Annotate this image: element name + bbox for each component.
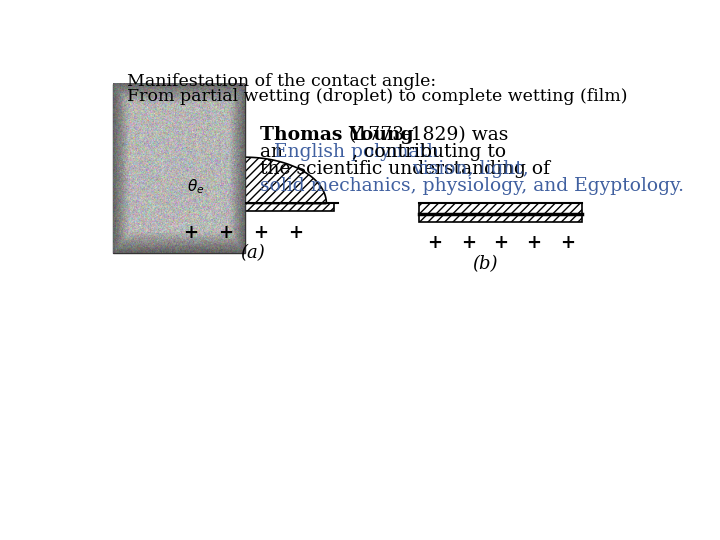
PathPatch shape (163, 157, 326, 204)
Text: Manifestation of the contact angle:: Manifestation of the contact angle: (127, 72, 436, 90)
Text: +: + (253, 224, 268, 242)
Text: (a): (a) (240, 245, 265, 262)
Text: English polymath: English polymath (274, 143, 439, 161)
Text: $\theta_e$: $\theta_e$ (187, 177, 204, 195)
Text: +: + (560, 234, 575, 252)
Text: +: + (461, 234, 476, 252)
Text: +: + (184, 224, 198, 242)
Text: solid mechanics, physiology, and Egyptology.: solid mechanics, physiology, and Egyptol… (261, 177, 685, 195)
Text: , contributing to: , contributing to (352, 143, 506, 161)
Text: From partial wetting (droplet) to complete wetting (film): From partial wetting (droplet) to comple… (127, 88, 628, 105)
Text: Thomas Young: Thomas Young (261, 126, 414, 144)
Bar (419, 214, 582, 222)
Text: (b): (b) (472, 255, 498, 273)
Bar (156, 204, 334, 211)
Text: +: + (288, 224, 303, 242)
Text: (1773-1829) was: (1773-1829) was (343, 126, 508, 144)
Text: the scientific understanding of: the scientific understanding of (261, 160, 557, 178)
Text: +: + (218, 224, 233, 242)
Text: +: + (428, 234, 442, 252)
Text: vision, light,: vision, light, (413, 160, 529, 178)
Bar (419, 204, 582, 214)
Text: +: + (493, 234, 508, 252)
Text: an: an (261, 143, 289, 161)
Bar (113, 84, 245, 253)
Text: +: + (526, 234, 541, 252)
